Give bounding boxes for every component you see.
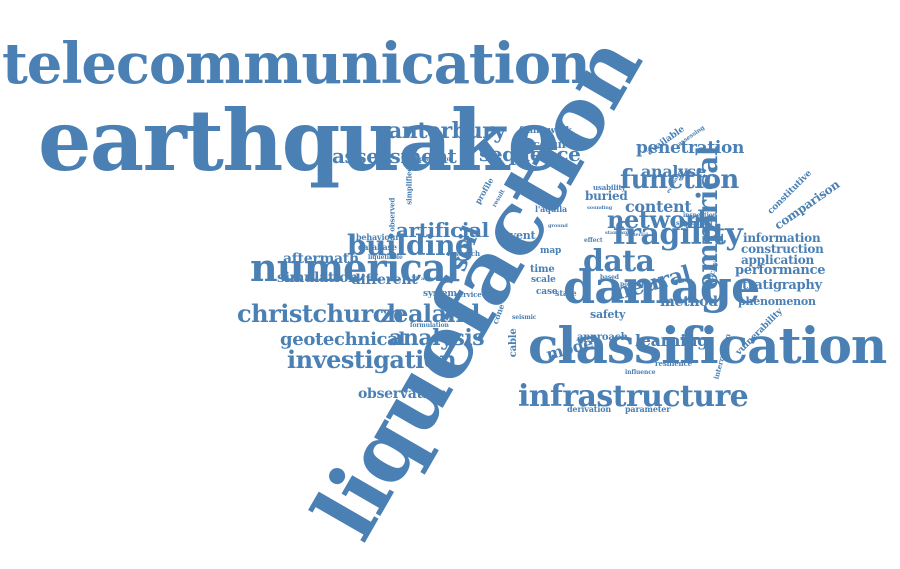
word-influence: influence [625,369,656,377]
word-stratigraphy: stratigraphy [735,278,822,294]
word-content: content [625,196,692,216]
word-scale: scale [531,274,556,285]
word-buried: buried [585,189,628,204]
word-formulation: formulation [410,322,449,330]
word-resilience: resilience [655,359,692,369]
word-cable: cable [507,328,519,357]
word-analysis: analysis [389,324,485,351]
word-state: state [555,288,577,299]
word-case: case [536,286,558,297]
word-prediction: prediction [419,156,453,164]
word-l-aquila: l'aquila [535,204,568,215]
word-phenomenon: phenomenon [738,294,816,308]
word-observation: observation [358,385,447,402]
word-safety: safety [590,307,626,321]
word-study: study [506,242,533,253]
word-ground: ground [548,222,568,229]
word-framework: framework [519,125,572,136]
word-usability: usability [593,183,626,193]
word-application: application [741,253,814,268]
word-analyse: analyse [641,161,706,181]
word-potential: potential [620,281,650,289]
word-time: time [530,263,555,275]
word-function: function [620,164,739,195]
word-event: event [503,228,536,242]
word-assessment: assessment [332,143,457,168]
word-artificial: artificial [396,217,489,242]
word-parameter: parameter [625,404,671,415]
word-simulation: simulation [277,269,359,286]
word-simplified: simplified [404,167,414,205]
word-performance: performance [735,263,826,279]
word-inspection: inspection [683,212,717,220]
word-system: system [423,288,457,299]
word-observed: observed [387,198,397,232]
word-construction: construction [741,242,824,257]
word-investigation: investigation [287,345,457,375]
word-map: map [540,245,562,256]
word-earthquake: earthquake [38,91,561,191]
word-derivation: derivation [567,404,612,415]
word-penetration: penetration [636,138,744,159]
word-telecommunication: telecommunication [2,31,591,98]
word-advanced: advanced [421,275,447,282]
word-procedure: procedure [513,137,575,151]
word-infrastructure: infrastructure [518,379,749,415]
word-network: network [607,205,714,235]
word-classification: classification [528,316,887,375]
word-learning: learning [635,330,709,350]
word-christchurch: christchurch [237,299,404,329]
word-sounding: sounding [587,204,613,211]
word-geotechnical: geotechnical [280,329,405,351]
word-aftermath: aftermath [283,250,359,267]
word-behaviour: behaviour [356,232,400,243]
word-standard: standard [605,229,630,236]
word-data: data [583,244,655,280]
word-liquefiable: liquefiable [368,254,403,262]
word-damage: damage [563,260,760,315]
word-service: service [455,290,482,300]
word-research: research [447,249,480,259]
word-sequence: sequence [479,141,581,166]
word-canterbury: canterbury [375,117,506,144]
word-material: material [625,231,648,238]
word-effect: effect [584,237,603,245]
word-information: information [743,231,821,246]
word-fragility: fragility [613,217,743,253]
word-based: based [600,274,619,282]
word-approach: approach [577,331,628,343]
word-numerical: numerical [250,244,460,290]
word-substantial: substantial [676,220,713,228]
word-different: different [351,271,418,288]
word-building: building [347,229,474,263]
word-zealand: zealand [380,299,480,329]
word-seismic: seismic [512,314,537,322]
word-database: database [358,242,397,253]
word-method: method [660,293,718,310]
